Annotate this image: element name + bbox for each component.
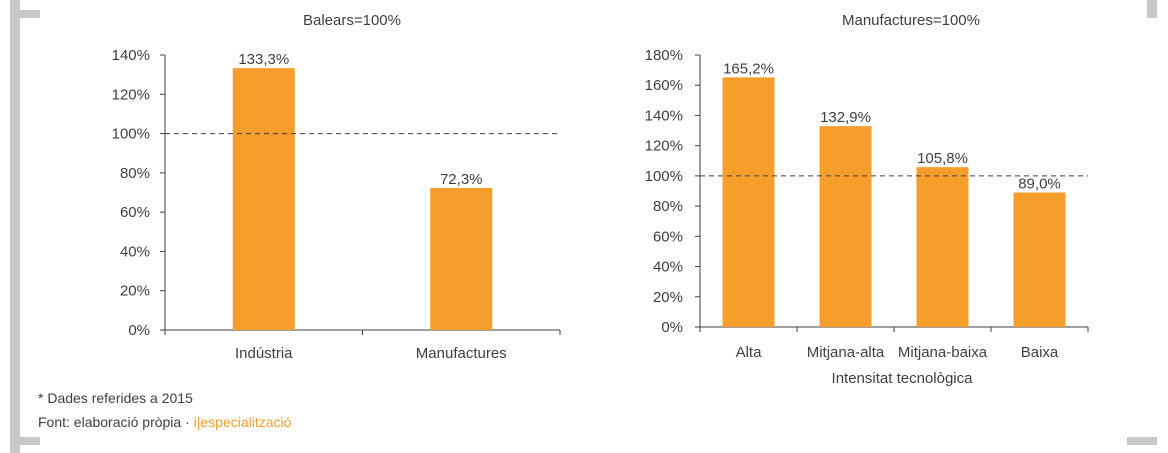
bar-value-label: 72,3% (440, 171, 483, 188)
y-tick-label: 20% (120, 283, 150, 300)
y-tick-label: 120% (112, 86, 150, 103)
footnote-year: * Dades referides a 2015 (38, 390, 193, 406)
y-tick-label: 140% (645, 107, 683, 124)
category-label: Baixa (1021, 344, 1059, 361)
category-label: Alta (736, 344, 763, 361)
y-tick-label: 100% (645, 168, 683, 185)
y-tick-label: 60% (653, 228, 683, 245)
y-tick-label: 100% (112, 126, 150, 143)
y-tick-label: 40% (653, 259, 683, 276)
y-tick-label: 140% (112, 47, 150, 64)
chart-title: Balears=100% (303, 12, 401, 29)
category-label: Mitjana-alta (807, 344, 885, 361)
y-tick-label: 80% (120, 165, 150, 182)
y-tick-label: 180% (645, 47, 683, 64)
y-tick-label: 80% (653, 198, 683, 215)
bar-value-label: 133,3% (238, 51, 289, 68)
frame-left-bar (10, 0, 20, 453)
source-brand: i|especialització (193, 414, 292, 430)
y-tick-label: 160% (645, 77, 683, 94)
y-tick-label: 20% (653, 289, 683, 306)
y-tick-label: 40% (120, 243, 150, 260)
y-tick-label: 120% (645, 138, 683, 155)
category-label: Manufactures (416, 345, 507, 362)
source-prefix: Font: elaboració pròpia · (38, 414, 194, 430)
bar-3 (916, 167, 969, 327)
bar-value-label: 89,0% (1018, 176, 1061, 193)
bar-2 (430, 187, 493, 330)
x-axis-label: Intensitat tecnològica (832, 370, 974, 387)
frame-corner-top-right (1147, 0, 1157, 18)
bar-value-label: 105,8% (917, 150, 968, 167)
y-tick-label: 0% (661, 319, 683, 336)
bar-value-label: 165,2% (723, 60, 774, 77)
category-label: Mitjana-baixa (898, 344, 988, 361)
bar-1 (232, 68, 295, 331)
y-tick-label: 60% (120, 204, 150, 221)
category-label: Indústria (235, 345, 293, 362)
chart-title: Manufactures=100% (842, 12, 980, 29)
frame-corner-bottom-right (1127, 437, 1157, 445)
frame-corner-top-left (10, 10, 40, 18)
bar-4 (1013, 192, 1066, 327)
bar-2 (819, 126, 872, 327)
footnote-source: Font: elaboració pròpia · i|especialitza… (38, 414, 291, 430)
bar-1 (722, 77, 775, 327)
bar-value-label: 132,9% (820, 109, 871, 126)
y-tick-label: 0% (128, 322, 150, 339)
frame-corner-bottom-left (10, 437, 40, 445)
